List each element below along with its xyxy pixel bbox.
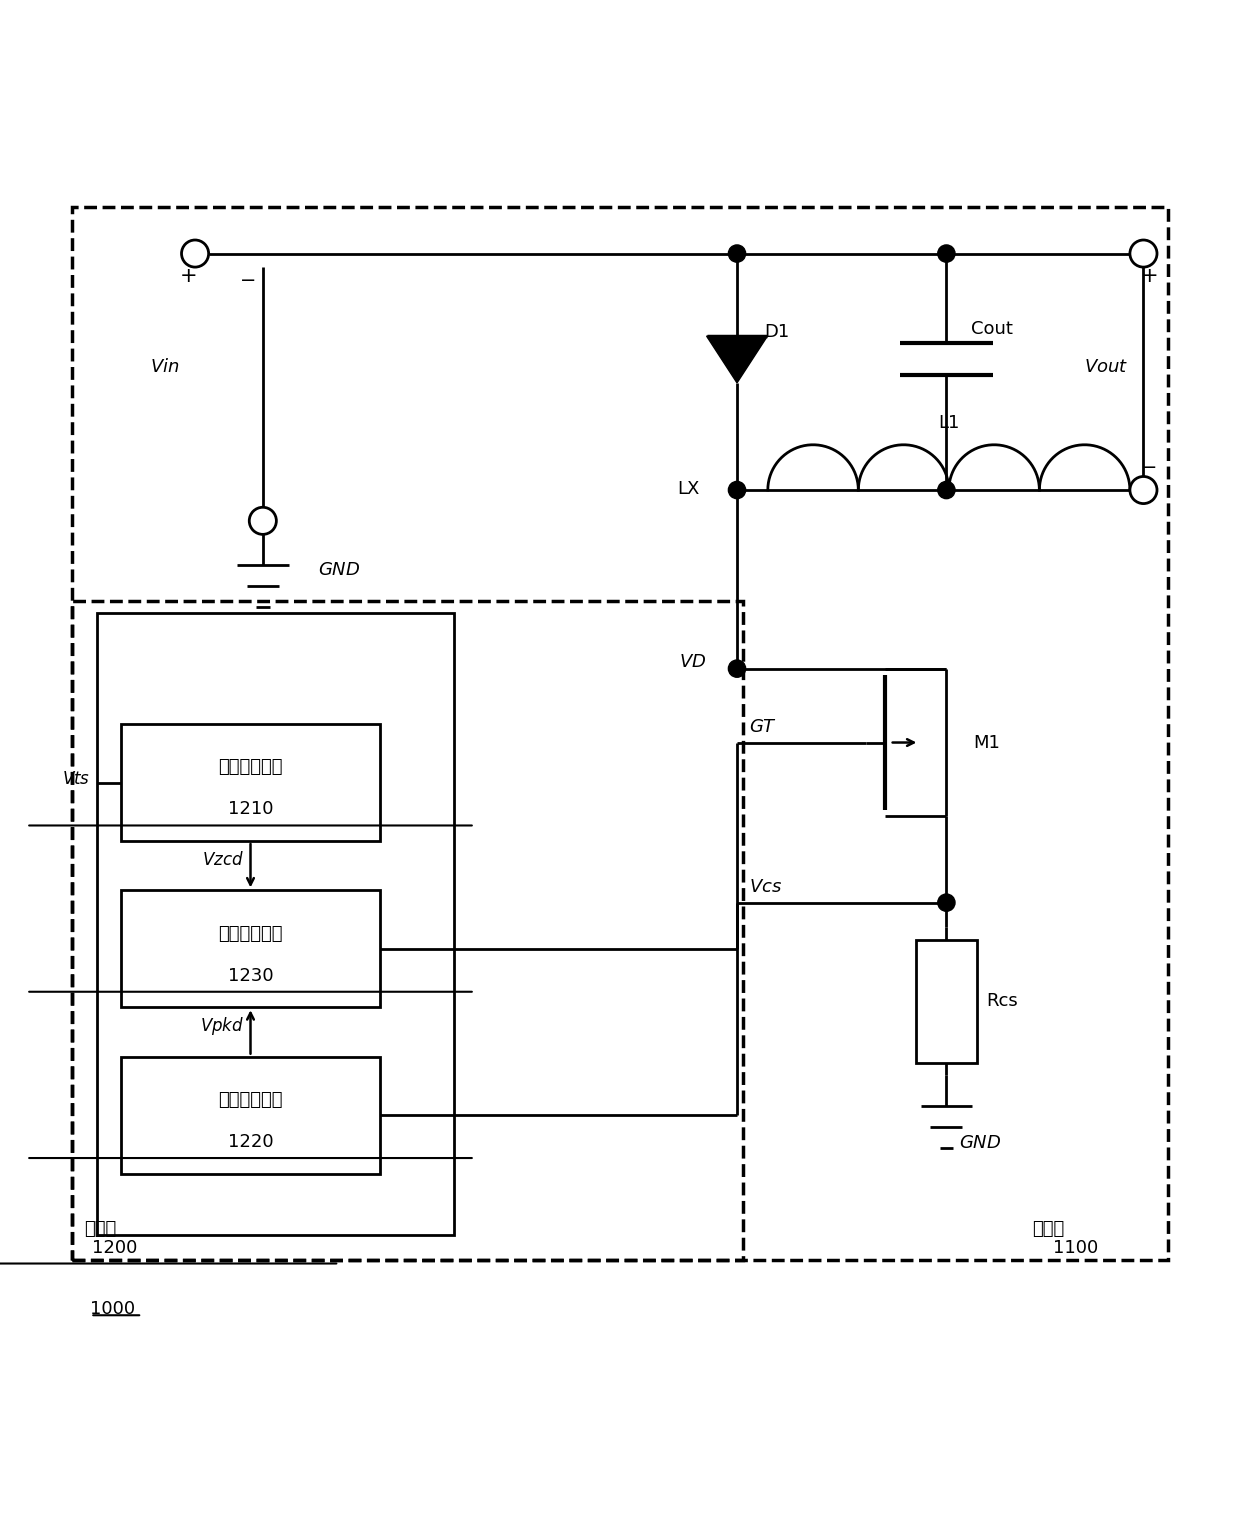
Bar [122, 890, 379, 1008]
Circle shape [937, 245, 955, 262]
Text: $GND$: $GND$ [319, 562, 361, 578]
Circle shape [728, 245, 745, 262]
Bar [72, 601, 743, 1260]
Text: −: − [1142, 458, 1158, 478]
Text: $Vts$: $Vts$ [62, 770, 91, 788]
Text: 电流检测电路: 电流检测电路 [218, 1091, 283, 1110]
Circle shape [181, 240, 208, 266]
Text: −: − [239, 271, 257, 291]
Polygon shape [707, 336, 768, 384]
Text: 1200: 1200 [92, 1239, 138, 1257]
Text: $Vin$: $Vin$ [150, 358, 179, 376]
Circle shape [728, 661, 745, 677]
Text: $Vout$: $Vout$ [1084, 358, 1128, 376]
Text: $Vcs$: $Vcs$ [749, 878, 782, 895]
Text: Cout: Cout [971, 320, 1013, 338]
Text: LX: LX [678, 479, 701, 498]
Text: 1230: 1230 [228, 966, 273, 985]
Text: $VD$: $VD$ [680, 653, 707, 671]
Text: L1: L1 [939, 414, 960, 432]
Text: 1220: 1220 [228, 1132, 273, 1151]
Text: 1000: 1000 [91, 1300, 135, 1318]
Bar [122, 1056, 379, 1173]
Circle shape [728, 481, 745, 499]
Text: 1210: 1210 [228, 801, 273, 819]
Bar [72, 207, 1168, 1260]
Text: M1: M1 [973, 734, 1001, 752]
Bar [97, 613, 454, 1236]
Text: 主电路: 主电路 [1033, 1221, 1065, 1237]
Circle shape [937, 893, 955, 912]
Text: 控制器: 控制器 [84, 1221, 117, 1237]
Text: 过零检测电路: 过零检测电路 [218, 758, 283, 776]
Circle shape [1130, 240, 1157, 266]
Text: 开关驱动电路: 开关驱动电路 [218, 925, 283, 942]
Text: $Vpkd$: $Vpkd$ [200, 1015, 244, 1036]
Text: D1: D1 [764, 323, 790, 341]
Text: $GND$: $GND$ [959, 1134, 1001, 1152]
Text: +: + [180, 266, 197, 286]
Circle shape [249, 507, 277, 534]
Text: 1100: 1100 [1053, 1239, 1099, 1257]
Bar [122, 724, 379, 842]
Circle shape [937, 481, 955, 499]
Bar [915, 939, 977, 1062]
Text: Rcs: Rcs [986, 992, 1018, 1011]
Text: $GT$: $GT$ [749, 717, 777, 735]
Text: $Vzcd$: $Vzcd$ [202, 851, 244, 869]
Text: +: + [1141, 266, 1158, 286]
Circle shape [1130, 476, 1157, 504]
